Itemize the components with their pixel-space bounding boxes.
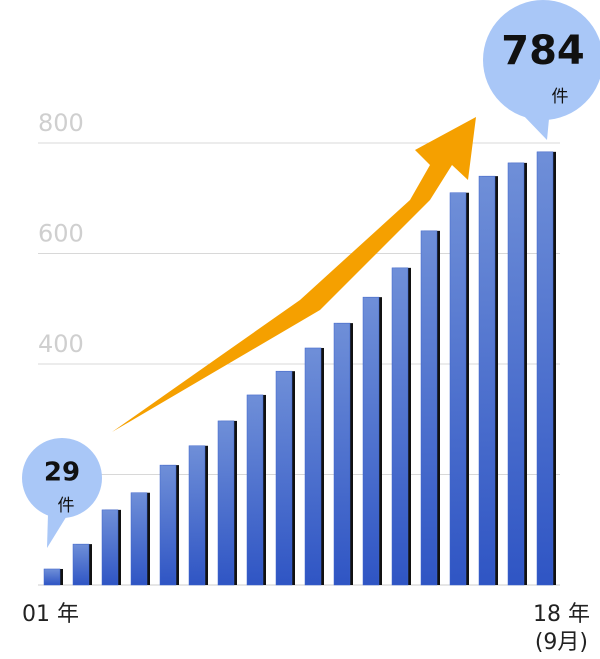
bar: [507, 162, 525, 586]
callout-bubble: [47, 514, 66, 548]
bar: [188, 445, 206, 586]
bar: [362, 296, 380, 586]
callout-unit: 件: [58, 496, 75, 516]
bar: [536, 151, 554, 586]
callout-value: 29: [44, 458, 80, 488]
bar: [101, 509, 119, 586]
bar: [217, 420, 235, 586]
bar: [275, 370, 293, 586]
trend-arrow: [112, 117, 476, 432]
bar: [130, 492, 148, 586]
bar: [246, 394, 264, 586]
x-tick-label: 18 年: [533, 602, 590, 627]
bar: [159, 464, 177, 586]
callout-bubble: [22, 438, 102, 518]
callout-bubble: [483, 0, 600, 120]
bar: [43, 568, 61, 586]
y-tick-label: 400: [38, 330, 84, 358]
bar: [304, 347, 322, 586]
bar: [391, 267, 409, 586]
y-tick-label: 600: [38, 220, 84, 248]
bar: [478, 175, 496, 586]
bar: [449, 192, 467, 586]
annotation: (9月): [535, 630, 588, 655]
bar: [72, 543, 90, 586]
x-tick-label: 01 年: [22, 602, 79, 627]
bar: [420, 230, 438, 586]
callout-bubble: [522, 114, 549, 140]
y-tick-label: 800: [38, 109, 84, 137]
callout-unit: 件: [552, 87, 569, 107]
callout-value: 784: [501, 28, 585, 74]
bar: [333, 322, 351, 586]
